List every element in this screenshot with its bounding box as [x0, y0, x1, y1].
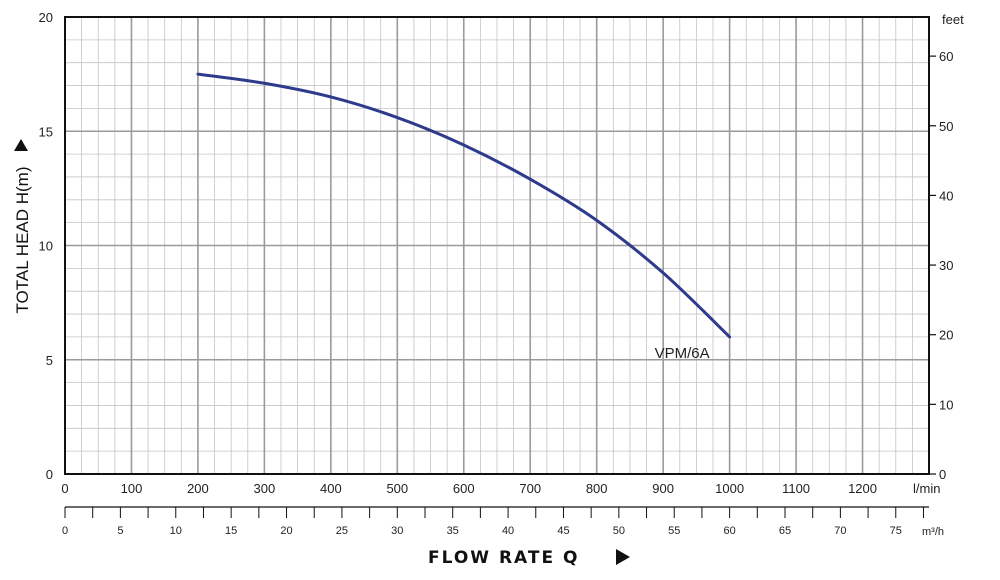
x2-axis: 0 5 10 15 20 25 30 35 40 45 50 55 60 65 70 75: [62, 506, 929, 537]
x2-tick-label: 50: [613, 525, 625, 537]
y-axis-title: TOTAL HEAD H(m): [13, 166, 32, 313]
x-tick-label: 1000: [715, 481, 744, 496]
x-tick-label: 800: [586, 481, 608, 496]
x-tick-label: 1100: [782, 481, 810, 496]
y2-tick-label: 60: [939, 49, 953, 64]
y2-tick-label: 20: [939, 328, 953, 343]
y-axis-ticks: 0 5 10 15 20: [39, 10, 53, 482]
x2-tick-label: 25: [336, 525, 348, 537]
y-tick-label: 0: [46, 467, 53, 482]
y-tick-label: 10: [39, 239, 53, 254]
x-tick-label: 200: [187, 481, 209, 496]
x2-tick-label: 15: [225, 525, 237, 537]
x-tick-label: 400: [320, 481, 342, 496]
x2-axis-unit: m³/h: [922, 526, 944, 538]
x-tick-label: 600: [453, 481, 475, 496]
x2-tick-label: 30: [391, 525, 403, 537]
y2-axis-ticks: 0 10 20 30 40 50 60: [929, 49, 953, 482]
series-label: VPM/6A: [655, 345, 710, 362]
y-tick-label: 20: [39, 10, 53, 25]
x2-tick-label: 70: [834, 525, 846, 537]
x2-tick-label: 20: [280, 525, 292, 537]
x2-tick-label: 35: [447, 525, 459, 537]
y-tick-label: 15: [39, 124, 53, 139]
x2-tick-label: 60: [723, 525, 735, 537]
series-line: [196, 72, 732, 339]
y-tick-label: 5: [46, 353, 53, 368]
x2-tick-label: 65: [779, 525, 791, 537]
x-axis-unit: l/min: [913, 481, 940, 496]
x-tick-label: 900: [652, 481, 674, 496]
x-tick-label: 0: [61, 481, 68, 496]
x2-tick-label: 40: [502, 525, 514, 537]
x-axis-arrow-icon: [616, 549, 630, 565]
series-layer: VPM/6A: [196, 72, 732, 362]
x-tick-label: 1200: [848, 481, 877, 496]
x2-tick-label: 45: [557, 525, 569, 537]
x-tick-label: 500: [386, 481, 408, 496]
y2-tick-label: 50: [939, 119, 953, 134]
x-tick-label: 300: [254, 481, 276, 496]
x-tick-label: 700: [519, 481, 541, 496]
x2-tick-label: 10: [170, 525, 182, 537]
x-axis-title: FLOW RATE Q: [428, 548, 579, 568]
y2-axis-unit: feet: [942, 12, 964, 27]
x-tick-label: 100: [121, 481, 143, 496]
x2-tick-label: 75: [890, 525, 902, 537]
y2-tick-label: 40: [939, 188, 953, 203]
y2-tick-label: 30: [939, 258, 953, 273]
y2-tick-label: 10: [939, 397, 953, 412]
x2-tick-label: 0: [62, 525, 68, 537]
x2-tick-label: 55: [668, 525, 680, 537]
y-axis-arrow-icon: [14, 139, 28, 151]
x2-tick-label: 5: [117, 525, 123, 537]
y2-tick-label: 0: [939, 467, 946, 482]
plot-frame: [64, 16, 930, 475]
x-axis-ticks: 0 100 200 300 400 500 600 700 800 900 1000 1100 1200: [61, 481, 877, 496]
